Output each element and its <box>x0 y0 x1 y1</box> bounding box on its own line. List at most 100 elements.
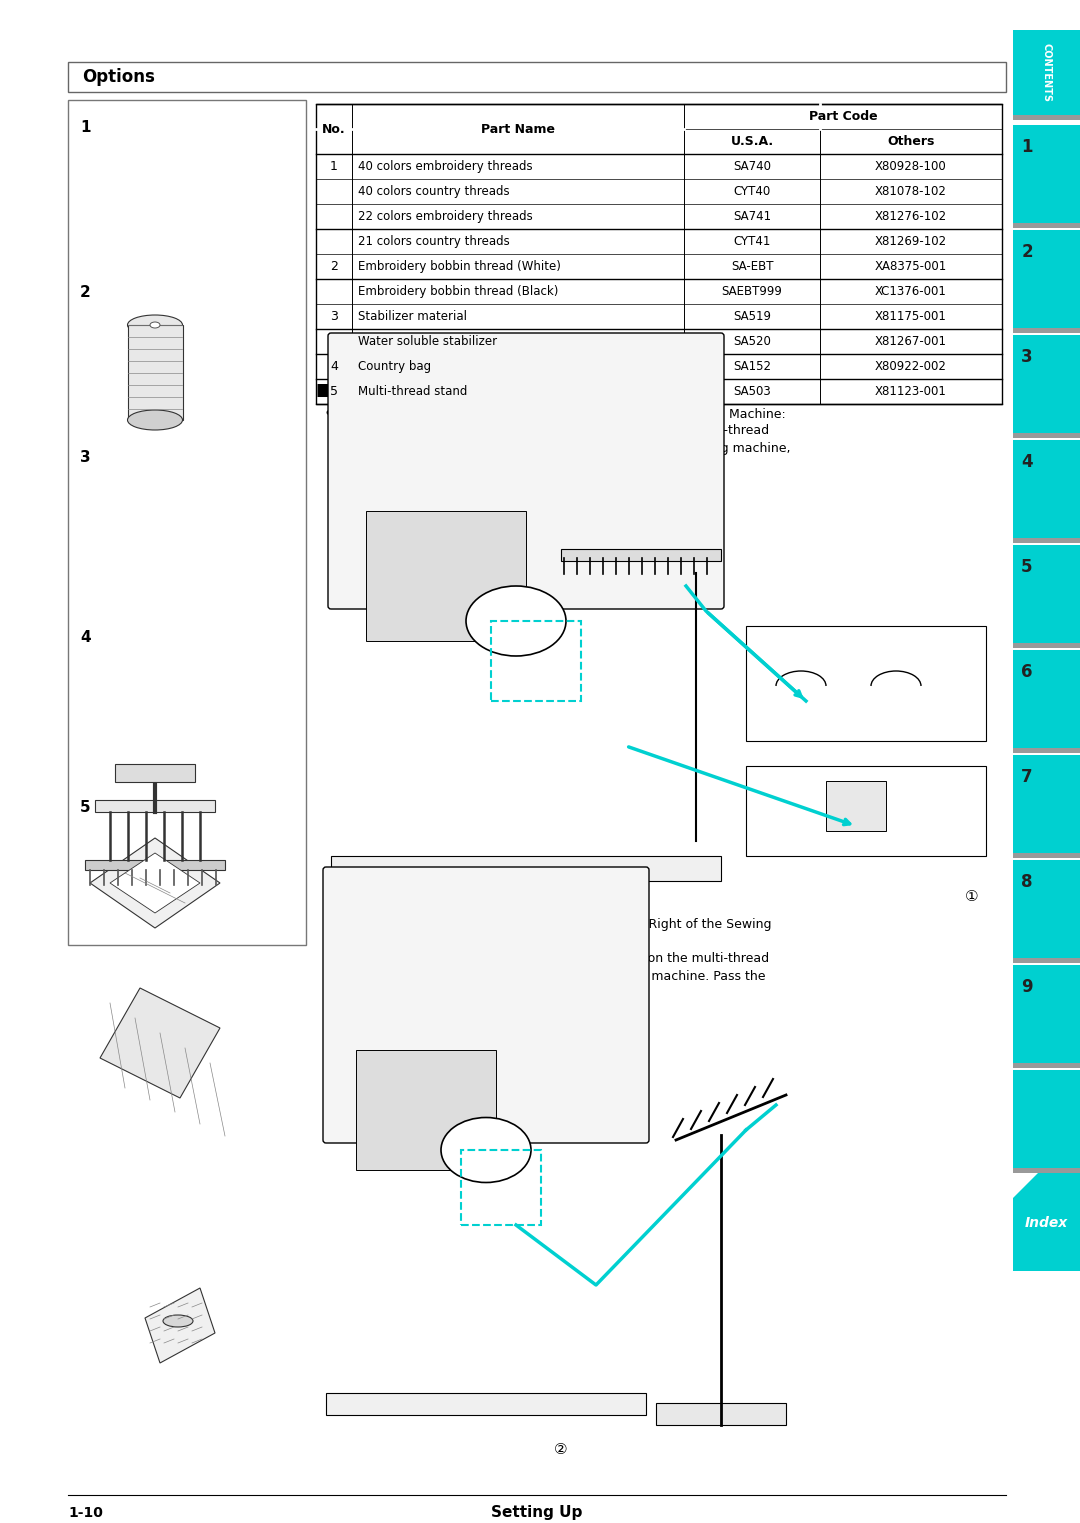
Text: 5: 5 <box>80 800 91 815</box>
Text: SA503: SA503 <box>733 385 771 398</box>
Bar <box>656 1403 786 1426</box>
Bar <box>114 765 195 781</box>
Text: XC1376-001: XC1376-001 <box>875 285 947 299</box>
Text: Country bag: Country bag <box>357 359 431 373</box>
Bar <box>1013 1071 1080 1168</box>
Text: Do not pass the thread through the thread guide on the multi-thread: Do not pass the thread through the threa… <box>338 423 769 437</box>
Bar <box>1013 755 1080 853</box>
Text: 40 colors embroidery threads: 40 colors embroidery threads <box>357 160 532 174</box>
Text: 1: 1 <box>80 120 91 136</box>
Text: SA741: SA741 <box>733 210 771 222</box>
Text: 5: 5 <box>1022 557 1032 576</box>
Text: •: • <box>324 405 334 423</box>
Bar <box>1013 538 1080 544</box>
Bar <box>1013 327 1080 334</box>
Text: ■ When Using the Multi-thread Stand: ■ When Using the Multi-thread Stand <box>316 381 669 399</box>
Bar <box>1013 30 1080 116</box>
Bar <box>1013 116 1080 120</box>
Bar <box>330 856 721 880</box>
Ellipse shape <box>163 1314 193 1327</box>
Text: 8: 8 <box>1022 873 1032 891</box>
Bar <box>366 512 526 641</box>
Bar <box>1013 1173 1080 1272</box>
Text: Part Name: Part Name <box>481 122 555 136</box>
Text: 22 colors embroidery threads: 22 colors embroidery threads <box>357 210 532 222</box>
Text: X81267-001: X81267-001 <box>875 335 947 347</box>
Bar <box>1013 860 1080 958</box>
Bar <box>461 1150 541 1224</box>
Text: SA740: SA740 <box>733 160 771 174</box>
Bar <box>1013 958 1080 963</box>
Text: Multi-thread stand: Multi-thread stand <box>357 385 468 398</box>
Text: X81269-102: X81269-102 <box>875 235 947 248</box>
Text: ①  Thread guide of the sewing machine: ① Thread guide of the sewing machine <box>338 486 586 498</box>
Text: SA519: SA519 <box>733 311 771 323</box>
Text: 1: 1 <box>1022 139 1032 155</box>
Bar <box>1013 335 1080 433</box>
Text: 2: 2 <box>80 285 91 300</box>
Ellipse shape <box>441 1118 531 1182</box>
Text: CYT41: CYT41 <box>733 235 771 248</box>
Text: 3: 3 <box>1022 347 1032 366</box>
Bar <box>1013 650 1080 748</box>
Text: X80922-002: X80922-002 <box>875 359 947 373</box>
Text: 1: 1 <box>330 160 338 174</box>
Bar <box>1013 230 1080 327</box>
Bar <box>1013 1168 1080 1173</box>
Text: CYT40: CYT40 <box>733 184 771 198</box>
Text: Options: Options <box>82 69 154 85</box>
Polygon shape <box>90 838 220 928</box>
Bar <box>1013 748 1080 752</box>
Text: X81276-102: X81276-102 <box>875 210 947 222</box>
Text: thread directly around the thread guide plate.: thread directly around the thread guide … <box>338 987 626 1001</box>
Text: 4: 4 <box>80 631 91 646</box>
Text: 2: 2 <box>330 260 338 273</box>
Bar <box>746 766 986 856</box>
Bar <box>356 1049 496 1170</box>
Bar <box>326 1394 646 1415</box>
Text: SAEBT999: SAEBT999 <box>721 285 782 299</box>
Text: 2: 2 <box>1022 244 1032 260</box>
Text: stand, or through the thread guide on the sewing machine. Pass the: stand, or through the thread guide on th… <box>338 970 766 982</box>
Bar <box>1013 433 1080 439</box>
Text: •: • <box>324 915 334 934</box>
Bar <box>1013 1063 1080 1068</box>
Text: 4: 4 <box>1022 452 1032 471</box>
Text: then pass the thread around the thread guide plate.: then pass the thread around the thread g… <box>338 460 665 472</box>
Text: Part Code: Part Code <box>809 110 877 123</box>
Text: ①: ① <box>966 888 978 903</box>
Text: Index: Index <box>1025 1215 1068 1231</box>
Text: 6: 6 <box>1022 663 1032 681</box>
Text: Using the Multi-thread Stand When Placed to the Right of the Sewing: Using the Multi-thread Stand When Placed… <box>338 917 771 931</box>
Bar <box>1013 853 1080 857</box>
Text: 9: 9 <box>1022 978 1032 996</box>
FancyBboxPatch shape <box>328 334 724 609</box>
Text: Others: Others <box>888 136 934 148</box>
Bar <box>1013 125 1080 222</box>
Text: ②: ② <box>554 1442 568 1458</box>
Text: X81175-001: X81175-001 <box>875 311 947 323</box>
Bar <box>1013 545 1080 643</box>
Bar <box>316 104 1002 404</box>
Text: Using the Multi-thread Stand When Placed Behind the Sewing Machine:: Using the Multi-thread Stand When Placed… <box>338 408 786 420</box>
Text: 5: 5 <box>330 385 338 398</box>
Text: U.S.A.: U.S.A. <box>730 136 773 148</box>
Text: ②  Thread guide on the multi-thread stand: ② Thread guide on the multi-thread stand <box>338 1013 605 1027</box>
Bar <box>85 860 225 870</box>
Bar <box>746 626 986 742</box>
Bar <box>1013 440 1080 538</box>
Text: Stabilizer material: Stabilizer material <box>357 311 467 323</box>
Text: XA8375-001: XA8375-001 <box>875 260 947 273</box>
Text: Water soluble stabilizer: Water soluble stabilizer <box>357 335 497 347</box>
Bar <box>826 781 886 832</box>
Text: 40 colors country threads: 40 colors country threads <box>357 184 510 198</box>
Polygon shape <box>110 853 200 912</box>
Bar <box>95 800 215 812</box>
Bar <box>491 621 581 701</box>
Text: Setting Up: Setting Up <box>491 1506 583 1520</box>
Text: CONTENTS: CONTENTS <box>1041 43 1052 102</box>
Bar <box>129 324 183 420</box>
Text: Do not pass the thread through the thread guide on the multi-thread: Do not pass the thread through the threa… <box>338 952 769 964</box>
Ellipse shape <box>150 321 160 327</box>
Bar <box>1013 222 1080 228</box>
